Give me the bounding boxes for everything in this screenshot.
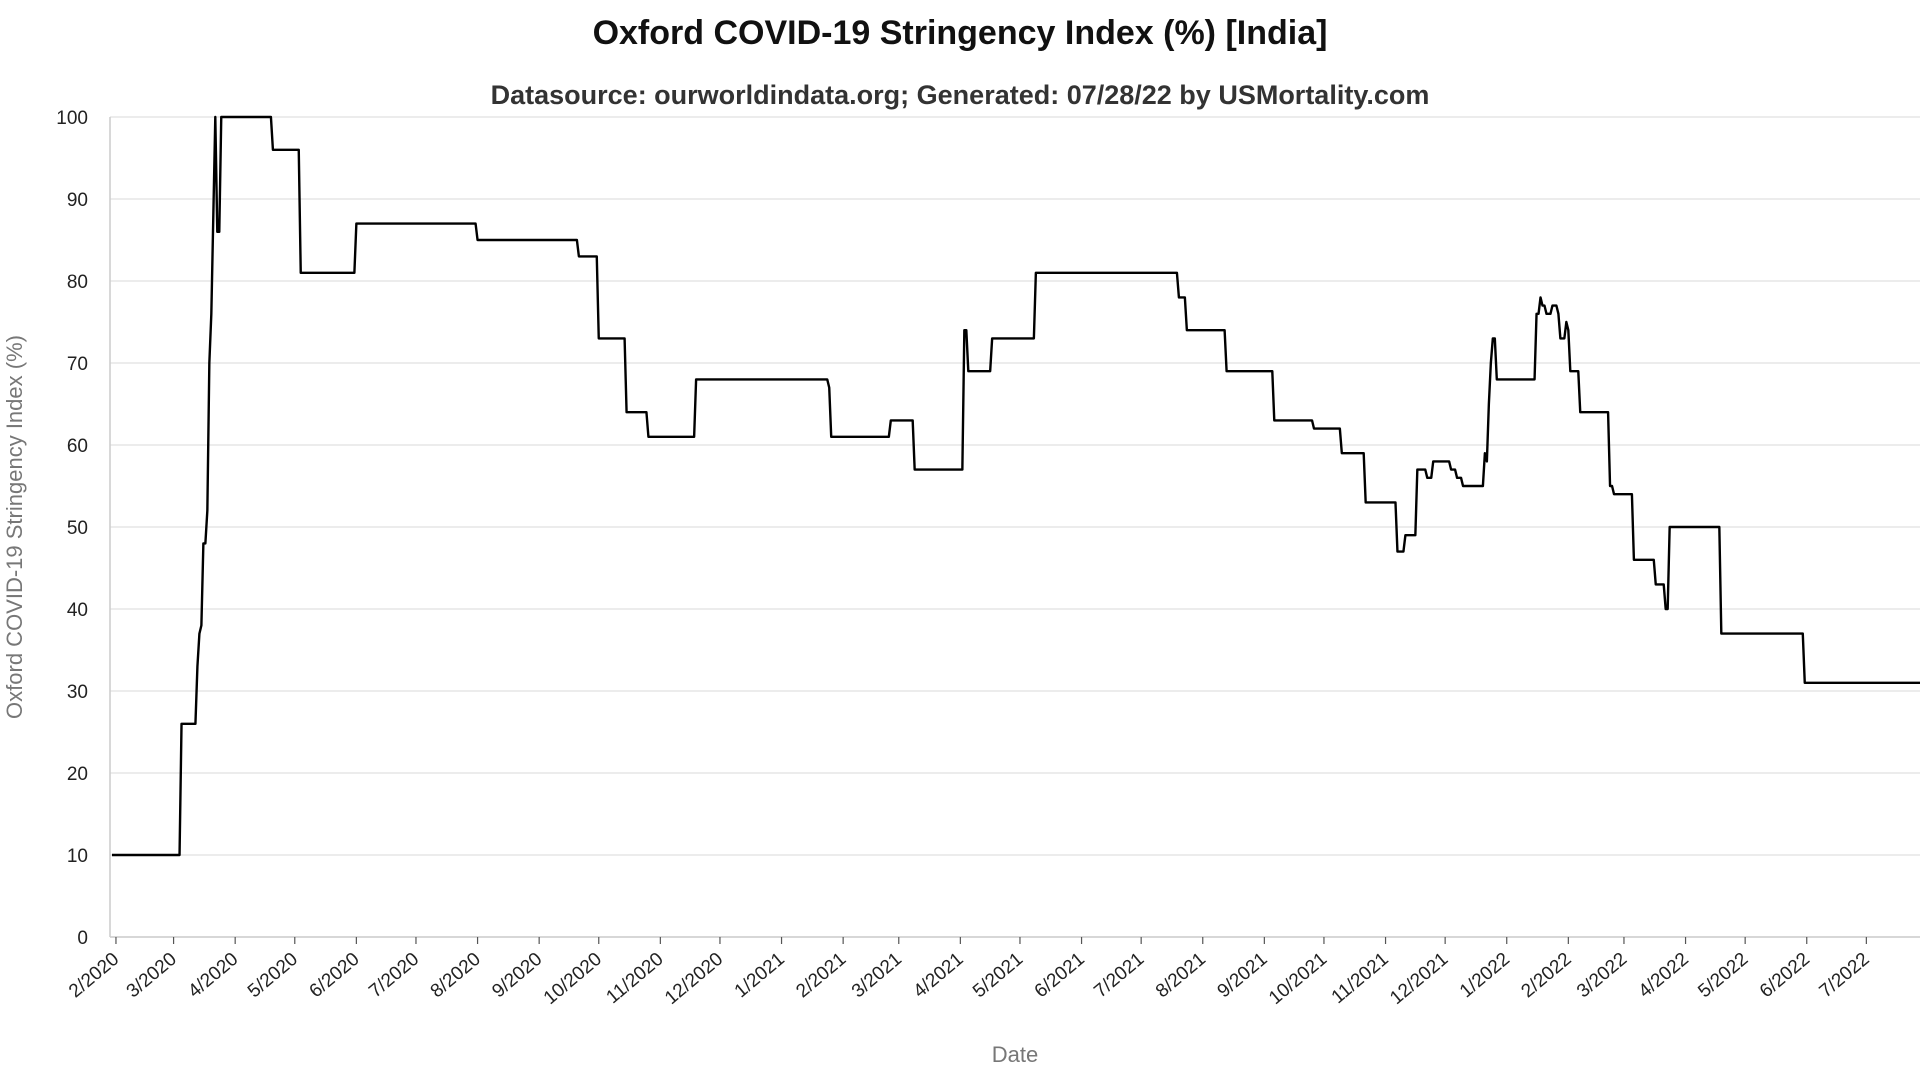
x-tick-label: 3/2021: [848, 949, 906, 1002]
y-tick-label: 90: [67, 190, 88, 211]
y-tick-label: 100: [56, 108, 88, 129]
chart-subtitle: Datasource: ourworldindata.org; Generate…: [490, 80, 1430, 110]
x-tick-label: 1/2022: [1456, 949, 1514, 1002]
x-tick-label: 12/2021: [1386, 949, 1452, 1009]
y-tick-label: 70: [67, 354, 88, 375]
x-tick-label: 6/2020: [306, 949, 364, 1002]
x-tick-label: 1/2021: [731, 949, 789, 1002]
x-tick-label: 6/2021: [1031, 949, 1089, 1002]
x-tick-label: 4/2022: [1635, 949, 1693, 1002]
x-tick-label: 5/2022: [1694, 949, 1752, 1002]
x-tick-label: 10/2020: [540, 949, 606, 1009]
x-axis-title: Date: [992, 1042, 1038, 1067]
x-tick-label: 8/2021: [1152, 949, 1210, 1002]
gridlines: [110, 116, 1920, 938]
y-tick-label: 60: [67, 436, 88, 457]
x-tick-label: 7/2020: [365, 949, 423, 1002]
x-tick-label: 7/2021: [1090, 949, 1148, 1002]
y-tick-label: 20: [67, 764, 88, 785]
series-line: [111, 115, 1920, 857]
y-tick-label: 30: [67, 682, 88, 703]
chart-title: Oxford COVID-19 Stringency Index (%) [In…: [592, 14, 1328, 52]
y-tick-label: 80: [67, 272, 88, 293]
y-tick-label: 40: [67, 600, 88, 621]
x-tick-label: 7/2022: [1816, 949, 1874, 1002]
x-tick-label: 3/2022: [1573, 949, 1631, 1002]
x-tick-label: 11/2021: [1328, 949, 1393, 1008]
x-tick-label: 11/2020: [603, 949, 668, 1008]
x-tick-label: 2/2021: [792, 949, 850, 1002]
x-tick-label: 6/2022: [1756, 949, 1814, 1002]
x-tick-label: 3/2020: [123, 949, 181, 1002]
x-tick-label: 9/2020: [488, 949, 546, 1002]
x-tick-label: 5/2021: [969, 949, 1027, 1002]
y-axis-title: Oxford COVID-19 Stringency Index (%): [2, 335, 27, 719]
x-tick-label: 4/2021: [910, 949, 968, 1002]
x-tick-label: 12/2020: [661, 949, 727, 1009]
x-tick-label: 2/2020: [65, 949, 123, 1002]
x-tick-label: 9/2021: [1214, 949, 1272, 1002]
x-tick-label: 2/2022: [1518, 949, 1576, 1002]
x-tick-label: 5/2020: [244, 949, 302, 1002]
axes: 0 10 20 30 40 50 60 70 80 90 100 2/2020 3/2020 4/2020…: [56, 108, 1920, 1009]
y-tick-label: 10: [67, 846, 88, 867]
x-tick-label: 4/2020: [184, 949, 242, 1002]
y-tick-label: 50: [67, 518, 88, 539]
y-tick-label: 0: [77, 928, 88, 949]
series-layer: [111, 115, 1920, 857]
x-tick-label: 8/2020: [427, 949, 485, 1002]
x-tick-label: 10/2021: [1265, 949, 1331, 1009]
